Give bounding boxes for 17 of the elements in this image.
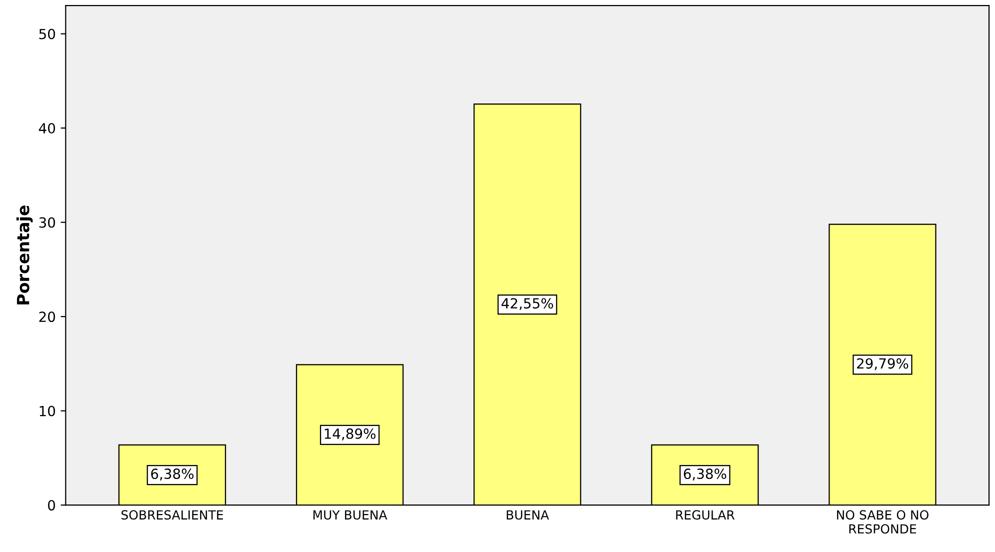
data-label: 29,79% (857, 358, 908, 370)
x-tick-label: NO SABE O NO RESPONDE (837, 510, 928, 534)
y-tick-label: 30 (39, 217, 56, 228)
x-tick-label: REGULAR (676, 510, 735, 520)
y-tick-label: 0 (48, 500, 56, 511)
data-label: 6,38% (151, 468, 194, 480)
x-tick-label: BUENA (506, 510, 550, 520)
y-axis-title: Porcentaje (16, 206, 33, 304)
y-tick-label: 20 (39, 312, 56, 322)
x-tick-label: SOBRESALIENTE (121, 510, 223, 520)
y-tick-label: 50 (39, 28, 56, 40)
x-tick-label: MUY BUENA (313, 510, 388, 520)
data-label: 14,89% (324, 428, 376, 440)
y-tick-label: 10 (40, 406, 56, 416)
data-label: 42,55% (502, 298, 554, 310)
y-tick-label: 40 (38, 123, 56, 134)
data-label: 6,38% (684, 468, 726, 480)
